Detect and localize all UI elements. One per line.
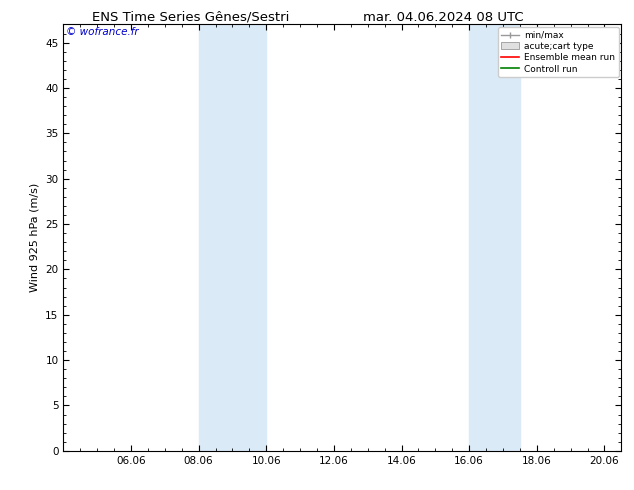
Text: ENS Time Series Gênes/Sestri: ENS Time Series Gênes/Sestri [91, 11, 289, 24]
Bar [469, 24, 520, 451]
Bar [198, 24, 266, 451]
Text: © wofrance.fr: © wofrance.fr [66, 26, 139, 37]
Y-axis label: Wind 925 hPa (m/s): Wind 925 hPa (m/s) [30, 183, 40, 292]
Legend: min/max, acute;cart type, Ensemble mean run, Controll run: min/max, acute;cart type, Ensemble mean … [498, 27, 619, 77]
Text: mar. 04.06.2024 08 UTC: mar. 04.06.2024 08 UTC [363, 11, 524, 24]
